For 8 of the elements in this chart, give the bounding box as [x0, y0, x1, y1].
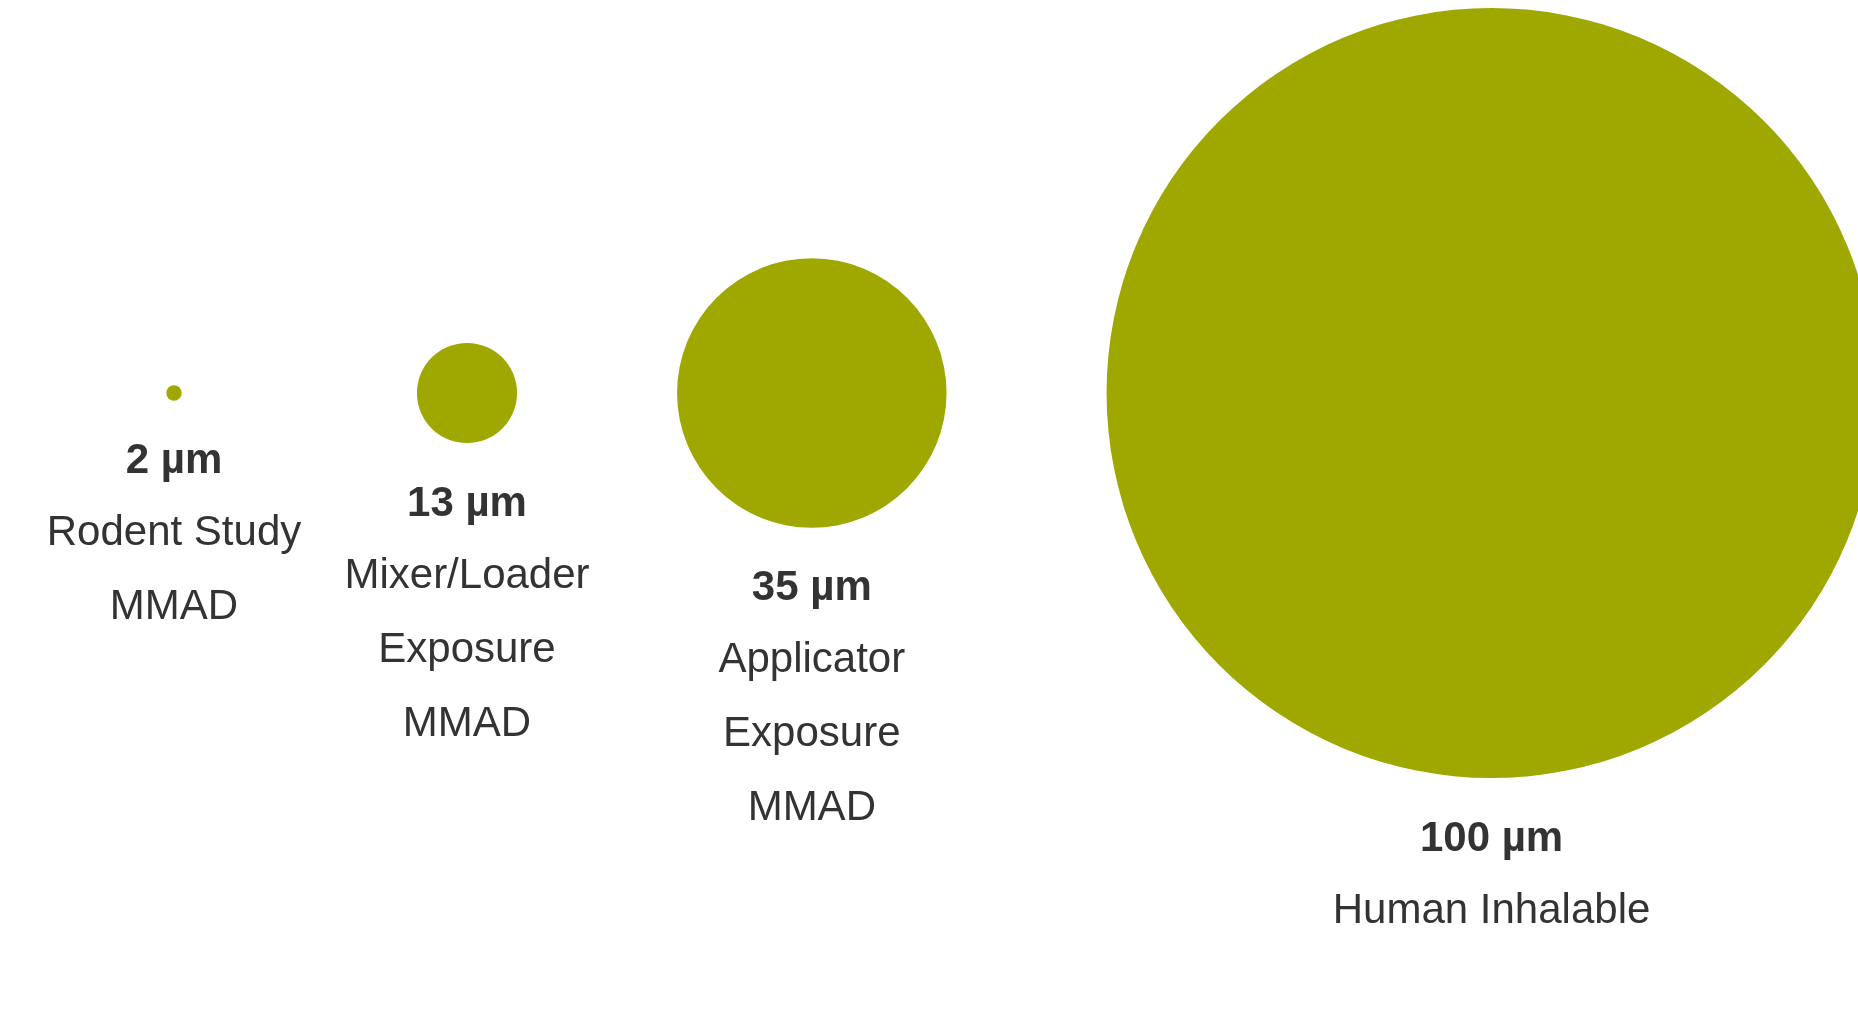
- category-label: Mixer/Loader Exposure MMAD: [344, 549, 590, 745]
- category-label: Rodent Study MMAD: [46, 507, 302, 629]
- category-label: Human Inhalable: [1332, 884, 1651, 932]
- data-label: 100 µm: [1419, 812, 1564, 860]
- category-label: Applicator Exposure MMAD: [718, 634, 906, 830]
- data-label: 35 µm: [751, 562, 872, 610]
- data-label: 13 µm: [407, 477, 527, 525]
- data-label: 2 µm: [125, 435, 223, 483]
